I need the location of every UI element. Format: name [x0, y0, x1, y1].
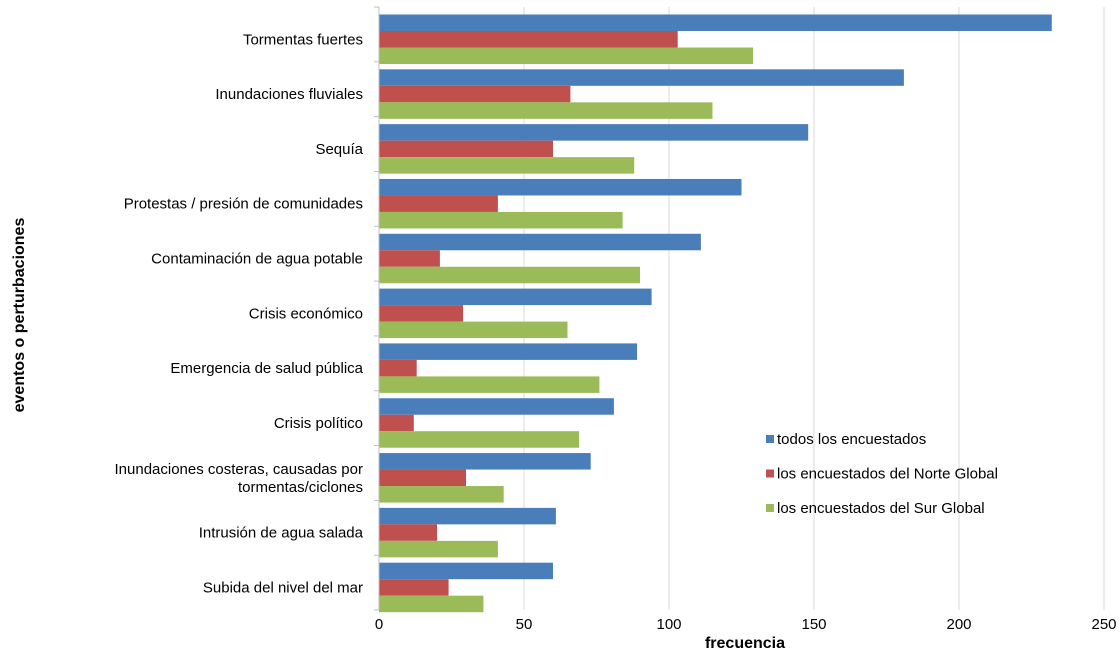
category-label: Inundaciones fluviales	[215, 86, 363, 103]
bar	[379, 595, 484, 613]
bar	[379, 195, 498, 212]
bar-layer	[379, 14, 1052, 613]
bar	[379, 540, 498, 558]
bar	[379, 211, 623, 229]
axis-layer: 0 50 100 150 200 250	[374, 6, 1117, 633]
bar	[379, 124, 809, 141]
category-label: Sequía	[315, 141, 363, 158]
bar	[379, 343, 638, 360]
x-tick-label: 0	[375, 616, 383, 633]
bar	[379, 398, 614, 415]
x-tick-label: 200	[946, 616, 971, 633]
legend-swatch	[766, 435, 774, 443]
category-labels: Tormentas fuertes Inundaciones fluviales S…	[115, 31, 364, 596]
bar	[379, 14, 1052, 31]
category-label: Emergencia de salud pública	[170, 360, 363, 377]
y-axis-title: eventos o perturbaciones	[11, 218, 28, 413]
bar	[379, 85, 571, 103]
bar	[379, 579, 449, 596]
x-tick-label: 50	[516, 616, 533, 633]
x-axis-title: frecuencia	[705, 635, 785, 652]
bar	[379, 376, 600, 393]
legend-swatch	[766, 469, 774, 478]
bar	[379, 250, 440, 267]
bar	[379, 453, 591, 470]
legend: todos los encuestados los encuestados del…	[766, 431, 998, 517]
bar	[379, 266, 640, 284]
category-label: tormentas/ciclones	[238, 479, 363, 496]
bar	[379, 486, 504, 503]
bar	[379, 469, 466, 487]
category-label: Intrusión de agua salada	[199, 525, 364, 542]
bar	[379, 102, 713, 119]
bar	[379, 431, 580, 448]
bar	[379, 233, 701, 251]
bar	[379, 47, 754, 64]
bar	[379, 69, 904, 86]
bar	[379, 321, 568, 339]
bar	[379, 157, 635, 174]
category-label: Crisis económico	[249, 305, 363, 322]
category-label: Subida del nivel del mar	[203, 579, 363, 596]
bar	[379, 178, 742, 196]
bar	[379, 305, 464, 322]
category-label: Protestas / presión de comunidades	[124, 196, 363, 213]
legend-swatch	[766, 504, 774, 512]
category-label: Inundaciones costeras, causadas por	[115, 461, 364, 478]
category-label: Crisis político	[274, 415, 363, 432]
bar	[379, 359, 417, 377]
grid-layer	[523, 7, 1105, 610]
bar	[379, 288, 652, 306]
bar	[379, 140, 553, 158]
legend-label: todos los encuestados	[777, 431, 926, 448]
legend-label: los encuestados del Sur Global	[777, 500, 985, 517]
bar	[379, 31, 678, 48]
legend-label: los encuestados del Norte Global	[777, 466, 998, 483]
bar	[379, 507, 556, 525]
x-tick-label: 150	[801, 616, 826, 633]
category-label: Tormentas fuertes	[243, 31, 363, 48]
bar	[379, 524, 437, 541]
x-tick-label: 250	[1091, 616, 1116, 633]
category-label: Contaminación de agua potable	[151, 251, 363, 268]
bar	[379, 562, 553, 580]
bar	[379, 414, 414, 432]
x-tick-label: 100	[656, 616, 681, 633]
